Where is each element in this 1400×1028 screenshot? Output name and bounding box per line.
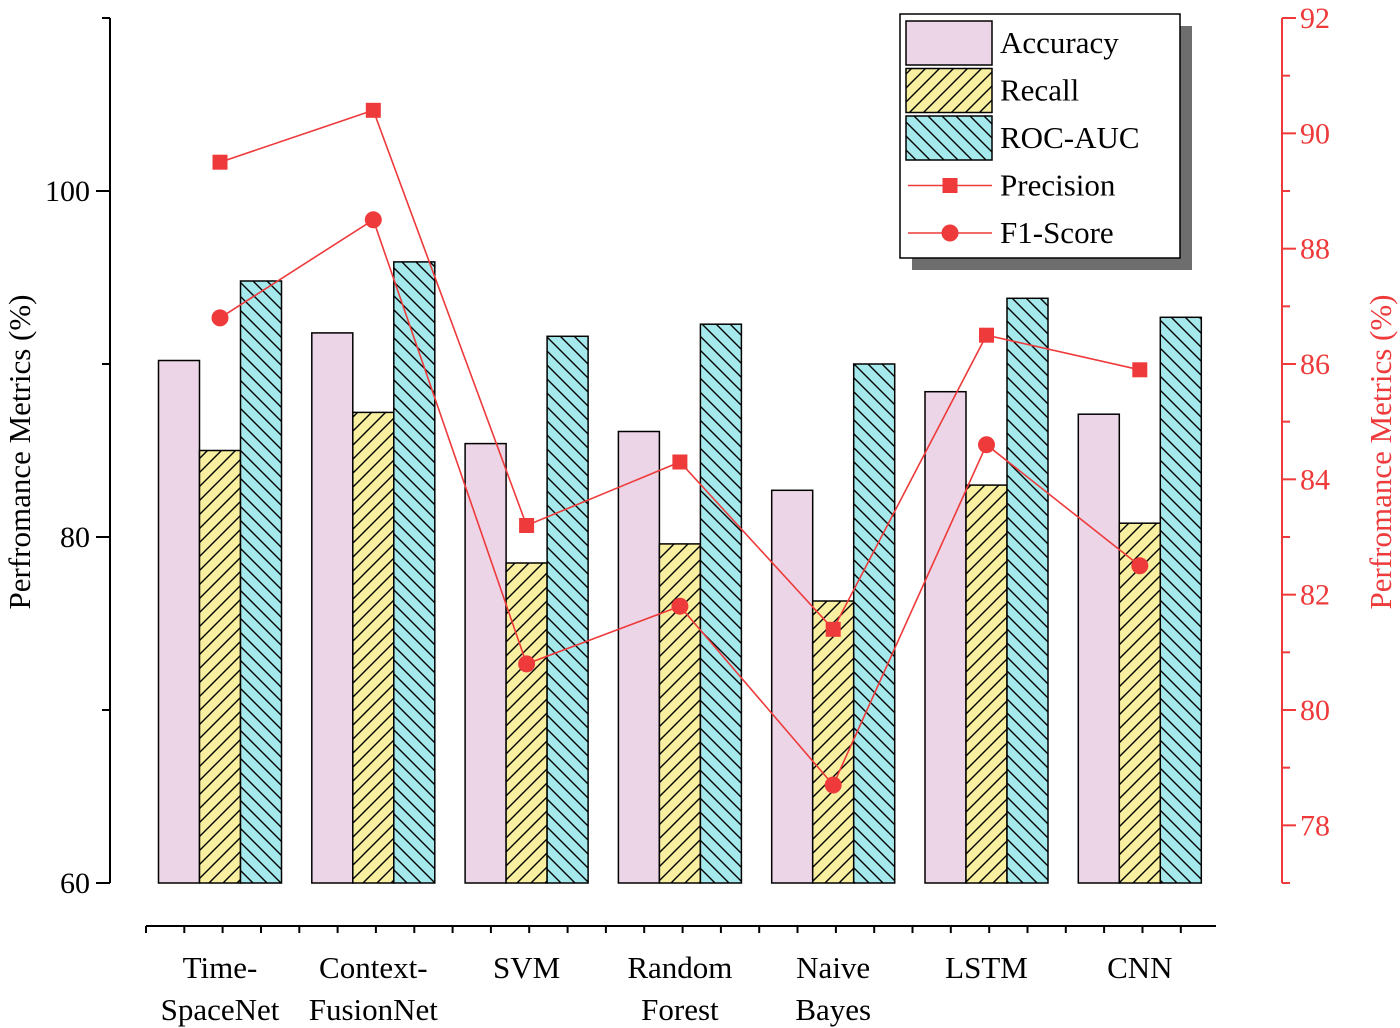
right-tick-label-90: 90 — [1300, 117, 1330, 150]
point-f1-score-5 — [978, 436, 995, 454]
bar-recall-6 — [1118, 522, 1162, 884]
point-f1-score-4 — [824, 776, 842, 794]
legend-swatch-recall — [905, 67, 993, 114]
bar-recall-2 — [505, 562, 548, 884]
category-label-0: Time-SpaceNet — [161, 950, 280, 1027]
right-tick-label-84: 84 — [1300, 463, 1330, 496]
bar-roc-auc-4 — [852, 363, 896, 884]
point-precision-2 — [519, 518, 535, 533]
legend-marker-precision — [942, 178, 958, 193]
bar-roc-auc-5 — [1006, 297, 1049, 884]
right-tick-label-92: 92 — [1300, 2, 1330, 35]
bar-recall-1 — [352, 411, 395, 884]
bar-recall-3 — [658, 543, 702, 884]
legend-label-accuracy: Accuracy — [1000, 25, 1119, 60]
legend-marker-f1-score — [941, 224, 959, 242]
right-y-axis: 78 80 82 84 86 88 90 92 — [1281, 2, 1330, 884]
legend-swatch-roc-auc — [905, 115, 993, 161]
bar-recall-5 — [965, 484, 1008, 884]
bar-accuracy-3 — [617, 430, 661, 884]
left-y-axis: 60 80 100 — [45, 17, 111, 900]
legend-swatch-accuracy — [905, 20, 993, 66]
legend-label-recall: Recall — [1000, 73, 1079, 108]
right-tick-label-82: 82 — [1300, 579, 1330, 612]
legend-label-f1-score: F1-Score — [1000, 215, 1114, 250]
right-tick-label-88: 88 — [1300, 233, 1330, 266]
point-precision-3 — [672, 454, 688, 470]
left-tick-label-80: 80 — [60, 521, 90, 554]
point-f1-score-2 — [518, 655, 536, 673]
right-axis-title: Perfromance Metrics (%) — [1363, 294, 1398, 609]
legend-label-precision: Precision — [1000, 168, 1116, 203]
point-f1-score-0 — [211, 309, 229, 327]
x-axis: Time-SpaceNet Context-FusionNet SVM Random F… — [145, 925, 1216, 1027]
point-precision-5 — [979, 327, 994, 343]
category-label-5: LSTM — [945, 950, 1028, 985]
right-tick-label-86: 86 — [1300, 348, 1330, 381]
bar-recall-0 — [198, 449, 242, 884]
category-label-1: Context-FusionNet — [309, 950, 439, 1027]
bar-roc-auc-0 — [239, 280, 283, 884]
bar-accuracy-4 — [770, 489, 814, 884]
right-tick-label-78: 78 — [1300, 809, 1330, 842]
bar-accuracy-0 — [157, 359, 201, 884]
lines-layer — [211, 102, 1149, 794]
point-f1-score-1 — [364, 211, 382, 229]
bar-roc-auc-3 — [699, 323, 743, 884]
legend: Accuracy Recall ROC-AUC Precision F1-Score — [899, 13, 1192, 270]
right-tick-label-80: 80 — [1300, 694, 1330, 727]
point-precision-1 — [365, 102, 381, 118]
category-label-4: Naive Bayes — [795, 950, 871, 1027]
point-f1-score-6 — [1131, 557, 1149, 575]
category-label-2: SVM — [493, 950, 560, 985]
point-precision-4 — [825, 621, 841, 637]
point-precision-6 — [1132, 362, 1148, 378]
point-precision-0 — [212, 154, 228, 170]
bar-accuracy-2 — [464, 442, 507, 884]
left-tick-label-60: 60 — [60, 867, 90, 900]
legend-label-roc-auc: ROC-AUC — [1000, 120, 1140, 155]
bar-roc-auc-1 — [393, 261, 436, 884]
left-tick-label-100: 100 — [45, 175, 90, 208]
bars-layer — [157, 261, 1203, 884]
bar-recall-4 — [811, 600, 855, 884]
point-f1-score-3 — [671, 597, 689, 615]
bar-roc-auc-2 — [546, 335, 589, 884]
bar-accuracy-5 — [924, 390, 967, 884]
left-axis-title: Perfromance Metrics (%) — [2, 294, 37, 609]
bar-roc-auc-6 — [1159, 316, 1203, 884]
bar-accuracy-1 — [311, 332, 354, 884]
category-label-6: CNN — [1107, 950, 1172, 985]
bar-accuracy-6 — [1077, 413, 1121, 884]
category-label-3: Random Forest — [627, 950, 732, 1027]
